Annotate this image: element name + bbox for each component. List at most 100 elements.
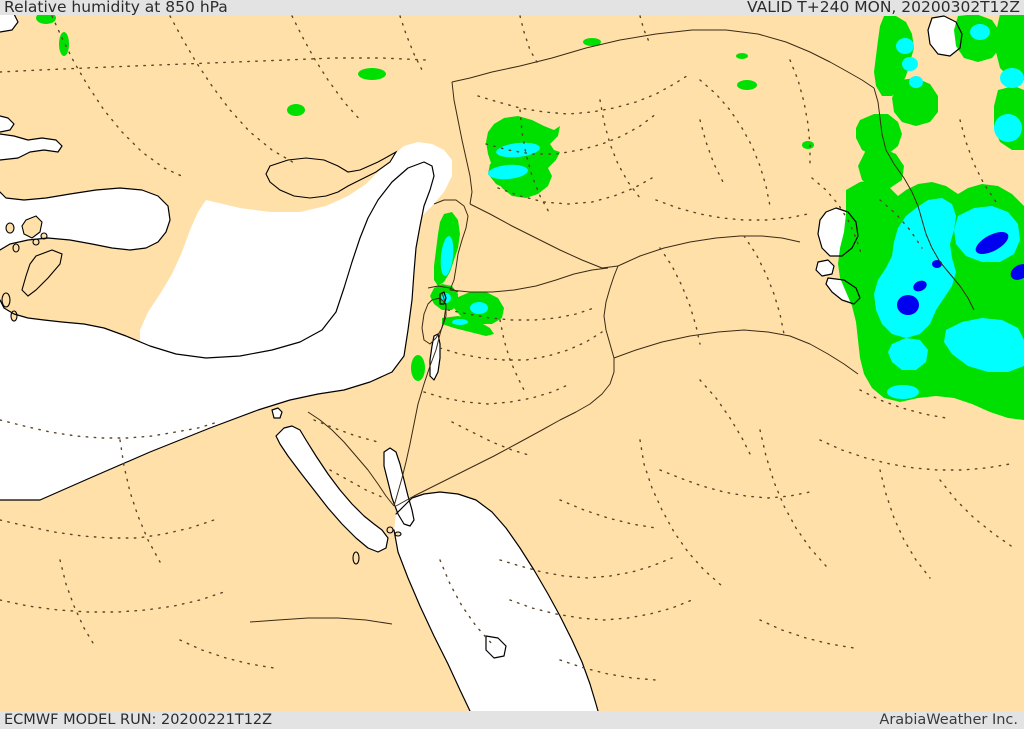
rh-max-gulf-upper [932, 260, 942, 268]
rh-core-zagros-b [902, 57, 918, 71]
coast-aqaba [383, 447, 415, 527]
border-westbank [421, 297, 447, 345]
admin-egypt-f [179, 639, 275, 669]
admin-iraq-b [789, 59, 811, 169]
admin-turkey-c [169, 15, 297, 165]
admin-jordan-d [499, 319, 527, 395]
rh-core-gulf-south [888, 338, 928, 370]
coast-black-sea [0, 14, 19, 33]
admin-iraq-d [811, 177, 863, 257]
admin-saudi-a [499, 557, 673, 579]
iraq-lake-tharthar [816, 260, 834, 276]
rh-core-ne-syria-a [496, 142, 540, 158]
border-iraq-iran [873, 87, 975, 311]
rh-core-ne-syria-b [488, 164, 528, 180]
mediterranean-main [0, 162, 434, 500]
coast-lake-tharthar [815, 259, 835, 277]
admin-jordan-b [439, 331, 603, 361]
admin-turkey-d [291, 15, 363, 123]
model-run-label: ECMWF MODEL RUN: 20200221T12Z [4, 712, 273, 728]
rh-blob-euphrates [737, 80, 757, 90]
admin-syria-e [599, 99, 641, 199]
coast-saudi-detail [485, 635, 507, 659]
border-egypt-israel [307, 411, 395, 507]
rh-core-zagros-d [970, 24, 990, 40]
coast-red-sea-main [395, 491, 599, 711]
island-sanafir [394, 531, 402, 537]
admin-syria-b [485, 113, 657, 155]
rh-blob-gulf-neck [858, 148, 904, 188]
admin-extra-g [699, 119, 725, 185]
admin-egypt-b [0, 519, 215, 539]
rh-max-gulf-far-east [1010, 264, 1024, 280]
coast-red-sea-west [275, 425, 389, 553]
border-jordan-saudi [395, 265, 619, 507]
admin-saudi-c [659, 469, 811, 499]
island-crete [21, 249, 63, 297]
rh-blob-n-syria-small [583, 38, 601, 46]
rh-blob-ne-corner [996, 14, 1024, 80]
coast-turkey-south [0, 133, 63, 161]
island-rhodes [21, 215, 43, 239]
admin-syria-c [497, 177, 653, 205]
lake-urmia [928, 16, 962, 56]
rh-core-gulf-east [954, 206, 1020, 262]
admin-iraq-e [743, 235, 785, 335]
coast-lake-urmia [927, 15, 963, 57]
rh-blob-turkey-mid [287, 104, 305, 116]
rh-blob-nw-turkey [36, 14, 56, 24]
rh-core-jordan [470, 302, 488, 314]
border-turkey-syria-west [451, 81, 473, 205]
admin-extra-f [879, 199, 923, 249]
admin-turkey-e [399, 15, 425, 75]
admin-extra-h [559, 659, 657, 681]
mediterranean-sea [0, 134, 62, 160]
admin-saudi-h [939, 479, 1015, 549]
rh-core-iran-nw [1000, 68, 1024, 88]
rh-core-persian-gulf [874, 198, 956, 338]
coast-red-sea-egypt [393, 529, 471, 711]
coast-turkey-levant [0, 161, 435, 501]
admin-turkey-a [0, 57, 427, 73]
admin-iraq-f [659, 247, 701, 345]
aegean-sea [0, 116, 14, 132]
rh-core-gulf-tongue [887, 385, 919, 399]
island-small-b [12, 243, 20, 253]
rh-max-gulf-east [975, 231, 1009, 255]
rh-blob-zagros [874, 16, 914, 96]
admin-sinai-a [313, 419, 379, 443]
coast-turkey-main [0, 187, 171, 251]
page-title: Relative humidity at 850 hPa [4, 0, 228, 15]
border-lebanon-syria [433, 199, 469, 291]
admin-iraq-c [655, 199, 809, 221]
rh-blob-zagros-mid [892, 78, 938, 126]
rh-core-gulf-se [944, 318, 1024, 372]
admin-jordan-a [447, 307, 595, 321]
rh-shading-level-2 [440, 24, 1024, 399]
coast-turkey-aegean [0, 115, 15, 133]
island-shadwan [352, 551, 360, 565]
rh-core-jordan-valley [452, 319, 468, 325]
rh-core-iran-w [994, 114, 1022, 142]
rh-blob-aqaba [411, 355, 425, 381]
rh-shading-level-3 [897, 231, 1024, 315]
rh-max-gulf-mid [913, 280, 927, 292]
admin-borders [0, 15, 1015, 681]
border-syria-jordan [449, 267, 609, 293]
border-egypt-sudan [249, 617, 393, 625]
rh-blob-tigris-small [736, 53, 748, 59]
valid-time-label: VALID T+240 MON, 20200302T12Z [747, 0, 1020, 15]
border-jordan-iraq [617, 235, 801, 267]
admin-syria-d [519, 109, 551, 215]
admin-saudi-d [639, 439, 723, 587]
land-islands [1, 150, 402, 565]
admin-jordan-c [423, 383, 571, 405]
water-bodies [0, 14, 962, 711]
admin-extra-b [559, 499, 657, 529]
gulf-of-suez [276, 426, 388, 552]
footer-bar: ECMWF MODEL RUN: 20200221T12Z ArabiaWeat… [0, 711, 1024, 729]
coast-red-sea-island-outline [271, 407, 283, 419]
rh-blob-gulf-north [856, 114, 902, 156]
rh-max-gulf-west [897, 295, 919, 315]
